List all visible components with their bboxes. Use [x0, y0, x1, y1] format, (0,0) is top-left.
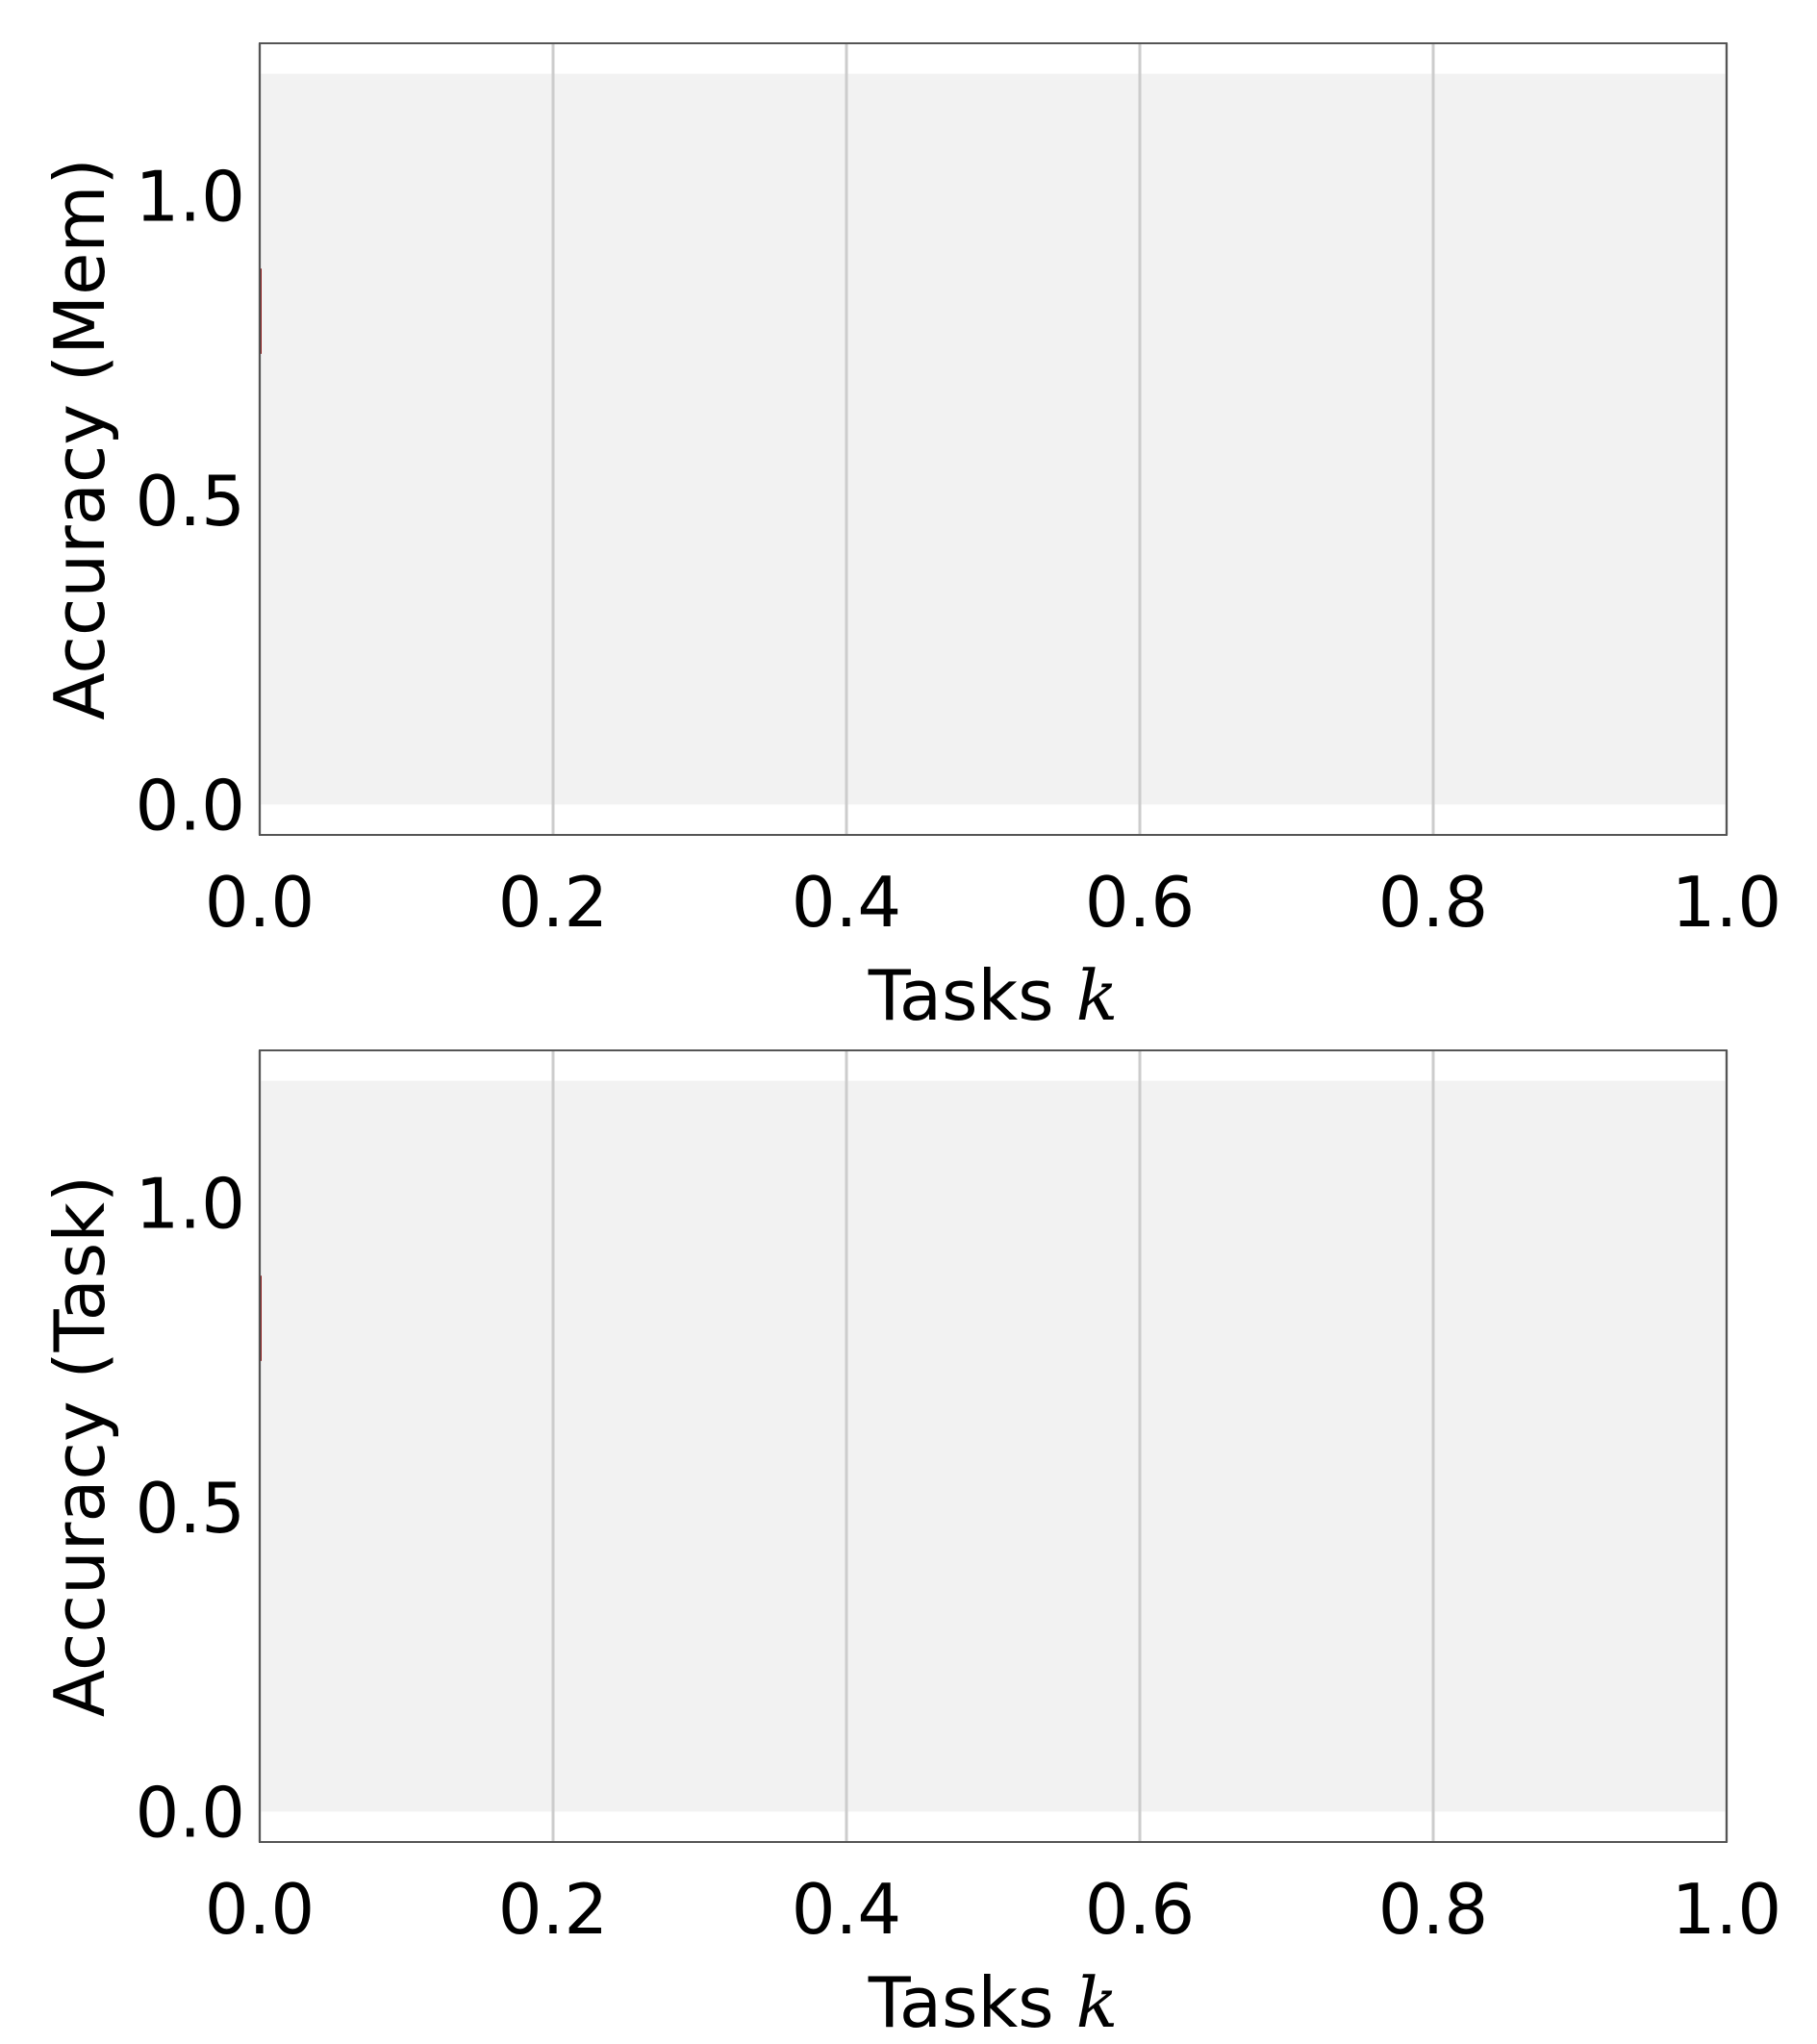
plot-frame	[259, 42, 1728, 836]
panel-accuracy-task: 0.0 0.2 0.4 0.6 0.8 1.0 0.0 0.5 1.0 Tasks k Accura…	[39, 1049, 1782, 2043]
x-tick-label: 0.0	[205, 1869, 315, 1950]
x-tick-label: 0.0	[205, 862, 315, 943]
x-tick-label: 0.4	[792, 862, 902, 943]
x-tick-label: 0.2	[498, 862, 609, 943]
plot-band	[260, 73, 1727, 805]
plot-frame	[259, 1049, 1728, 1843]
x-tick-label: 1.0	[1672, 1869, 1782, 1950]
x-tick-label: 0.8	[1378, 862, 1489, 943]
panel-accuracy-mem: 0.0 0.2 0.4 0.6 0.8 1.0 0.0 0.5 1.0 Tasks k Accura…	[39, 42, 1782, 1036]
y-tick-label: 0.0	[135, 765, 245, 845]
x-tick-label: 0.6	[1085, 1869, 1196, 1950]
y-tick-label: 0.5	[135, 461, 245, 542]
x-tick-label: 0.2	[498, 1869, 609, 1950]
y-tick-label: 0.5	[135, 1468, 245, 1549]
y-tick-label: 1.0	[135, 156, 245, 237]
x-tick-label: 0.8	[1378, 1869, 1489, 1950]
y-tick-label: 1.0	[135, 1163, 245, 1244]
x-tick-label: 1.0	[1672, 862, 1782, 943]
y-axis-label: Accuracy (Task)	[39, 1175, 120, 1717]
y-axis-label: Accuracy (Mem)	[39, 158, 120, 719]
x-axis-label: Tasks k	[868, 955, 1118, 1036]
x-tick-label: 0.6	[1085, 862, 1196, 943]
y-tick-label: 0.0	[135, 1772, 245, 1853]
x-tick-label: 0.4	[792, 1869, 902, 1950]
plot-band	[260, 1080, 1727, 1812]
x-axis-label: Tasks k	[868, 1962, 1118, 2043]
